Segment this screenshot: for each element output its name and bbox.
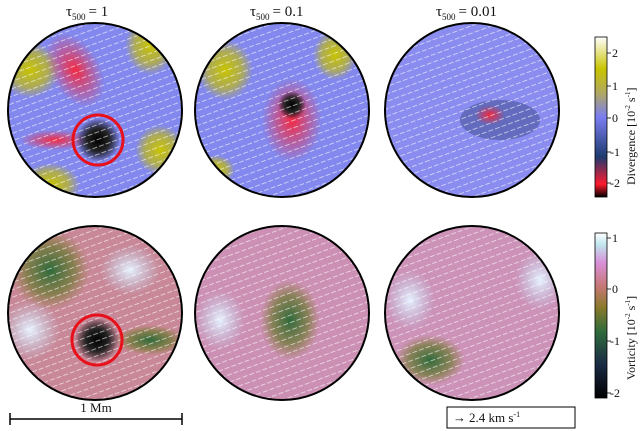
svg-text:τ500= 1: τ500 = 1	[66, 4, 108, 22]
velocity-key: → 2.4 km s-1	[446, 406, 576, 429]
panel-border	[194, 225, 370, 401]
svg-text:τ500= 0.1: τ500 = 0.1	[250, 4, 304, 22]
tick-label: 0	[612, 111, 618, 125]
column-title-2: τ500 = 0.1	[250, 4, 304, 22]
tick-label: -1	[610, 145, 620, 159]
divergence-colorbar: 2 1 0 -1 -2 Divergence [10-2 s-1]	[594, 36, 638, 198]
column-title-3: τ500 = 0.01	[436, 4, 497, 22]
divergence-map-tau-0.1	[195, 23, 369, 197]
arrow-right-icon: →	[453, 410, 466, 425]
divergence-map-tau-1	[8, 23, 182, 197]
panel-border	[384, 22, 560, 198]
tick-label: 1	[612, 231, 618, 245]
vorticity-map-tau-0.1	[195, 226, 369, 400]
column-title-1: τ500 = 1	[66, 4, 108, 22]
panel-border	[194, 22, 370, 198]
panel-border	[7, 225, 183, 401]
colorbar-label: Vorticity [10-2 s-1]	[624, 296, 638, 380]
scale-bar-label: 1 Mm	[80, 400, 111, 415]
svg-text:τ500= 0.01: τ500 = 0.01	[436, 4, 497, 22]
tick-label: 0	[612, 282, 618, 296]
tick-label: -1	[610, 334, 620, 348]
vorticity-map-tau-1	[8, 226, 182, 400]
tick-label: -2	[610, 176, 620, 190]
panel-border	[7, 22, 183, 198]
vorticity-colorbar: 1 0 -1 -2 Vorticity [10-2 s-1]	[594, 231, 638, 400]
svg-text:→2.4 km s-1: → 2.4 km s-1	[453, 410, 520, 425]
divergence-map-tau-0.01	[385, 23, 559, 197]
vortex-marker-circle	[71, 113, 125, 167]
tick-label: 1	[612, 79, 618, 93]
tick-label: 2	[612, 46, 618, 60]
scale-bar	[9, 413, 183, 425]
vortex-marker-circle	[70, 313, 124, 367]
panel-border	[384, 225, 560, 401]
vorticity-map-tau-0.01	[385, 226, 559, 400]
tick-label: -2	[610, 386, 620, 400]
colorbar-label: Divergence [10-2 s-1]	[624, 88, 638, 185]
